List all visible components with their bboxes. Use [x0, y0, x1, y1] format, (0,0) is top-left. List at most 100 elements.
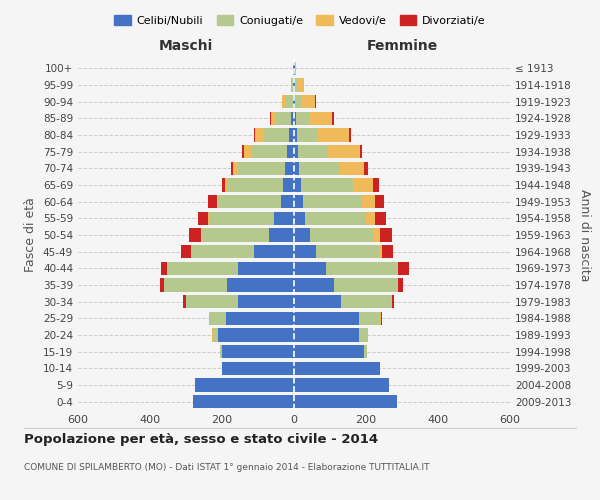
Bar: [208, 212, 209, 225]
Bar: [255, 128, 264, 141]
Bar: [375, 212, 386, 225]
Bar: [269, 228, 294, 241]
Bar: [296, 78, 304, 92]
Bar: [289, 128, 294, 141]
Bar: [296, 112, 309, 125]
Bar: [380, 228, 392, 241]
Bar: [397, 278, 398, 291]
Bar: [359, 312, 380, 325]
Bar: [294, 78, 295, 92]
Bar: [281, 195, 294, 208]
Bar: [341, 295, 391, 308]
Bar: [164, 278, 227, 291]
Bar: [391, 295, 392, 308]
Bar: [233, 162, 238, 175]
Bar: [326, 262, 397, 275]
Bar: [251, 145, 287, 158]
Bar: [202, 228, 269, 241]
Text: COMUNE DI SPILAMBERTO (MO) - Dati ISTAT 1° gennaio 2014 - Elaborazione TUTTITALI: COMUNE DI SPILAMBERTO (MO) - Dati ISTAT …: [24, 463, 430, 472]
Bar: [339, 162, 364, 175]
Bar: [295, 78, 296, 92]
Bar: [297, 128, 317, 141]
Bar: [222, 345, 294, 358]
Bar: [294, 395, 397, 408]
Bar: [294, 95, 295, 108]
Bar: [317, 128, 349, 141]
Bar: [294, 345, 364, 358]
Bar: [242, 145, 244, 158]
Bar: [291, 78, 292, 92]
Text: Femmine: Femmine: [367, 39, 437, 53]
Bar: [274, 212, 294, 225]
Bar: [303, 195, 362, 208]
Bar: [221, 178, 224, 192]
Bar: [294, 145, 298, 158]
Bar: [218, 195, 281, 208]
Bar: [359, 328, 368, 342]
Bar: [283, 95, 286, 108]
Bar: [295, 62, 296, 75]
Bar: [226, 312, 294, 325]
Bar: [294, 278, 334, 291]
Bar: [283, 178, 294, 192]
Bar: [193, 395, 294, 408]
Bar: [238, 162, 285, 175]
Bar: [366, 212, 375, 225]
Bar: [382, 245, 393, 258]
Text: Popolazione per età, sesso e stato civile - 2014: Popolazione per età, sesso e stato civil…: [24, 432, 378, 446]
Bar: [316, 245, 379, 258]
Legend: Celibi/Nubili, Coniugati/e, Vedovi/e, Divorziati/e: Celibi/Nubili, Coniugati/e, Vedovi/e, Di…: [110, 10, 490, 30]
Bar: [294, 262, 326, 275]
Y-axis label: Fasce di età: Fasce di età: [25, 198, 37, 272]
Bar: [380, 312, 381, 325]
Bar: [332, 112, 334, 125]
Bar: [270, 112, 271, 125]
Bar: [227, 178, 283, 192]
Bar: [212, 328, 213, 342]
Bar: [287, 145, 294, 158]
Bar: [294, 112, 296, 125]
Bar: [213, 328, 218, 342]
Bar: [294, 128, 297, 141]
Bar: [254, 128, 255, 141]
Bar: [305, 212, 366, 225]
Bar: [291, 112, 294, 125]
Bar: [264, 128, 289, 141]
Bar: [375, 195, 384, 208]
Bar: [373, 228, 380, 241]
Bar: [285, 162, 294, 175]
Bar: [160, 278, 164, 291]
Bar: [294, 62, 295, 75]
Bar: [238, 262, 294, 275]
Bar: [295, 95, 301, 108]
Bar: [294, 378, 389, 392]
Bar: [293, 62, 294, 75]
Bar: [275, 112, 291, 125]
Bar: [183, 295, 186, 308]
Bar: [294, 162, 299, 175]
Bar: [310, 228, 373, 241]
Bar: [364, 345, 367, 358]
Bar: [271, 112, 275, 125]
Bar: [218, 328, 294, 342]
Bar: [392, 295, 394, 308]
Bar: [167, 262, 168, 275]
Bar: [327, 145, 359, 158]
Y-axis label: Anni di nascita: Anni di nascita: [578, 188, 591, 281]
Bar: [294, 295, 341, 308]
Bar: [217, 195, 218, 208]
Bar: [349, 128, 351, 141]
Bar: [254, 245, 294, 258]
Bar: [362, 195, 375, 208]
Bar: [398, 262, 409, 275]
Bar: [294, 362, 380, 375]
Bar: [293, 78, 294, 92]
Bar: [315, 95, 316, 108]
Bar: [298, 145, 327, 158]
Bar: [238, 295, 294, 308]
Bar: [208, 195, 217, 208]
Bar: [294, 328, 359, 342]
Bar: [186, 295, 238, 308]
Bar: [227, 278, 294, 291]
Bar: [220, 345, 222, 358]
